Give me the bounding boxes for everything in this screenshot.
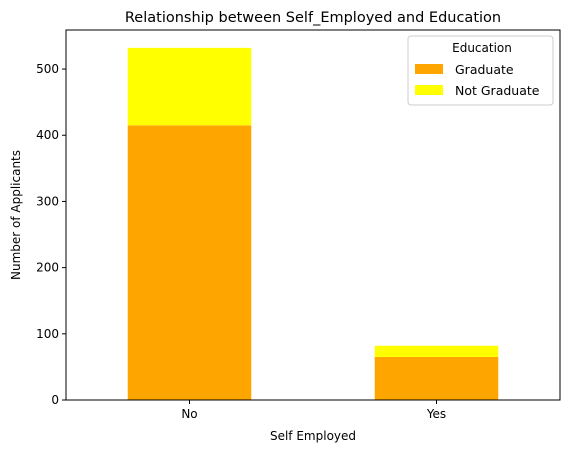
legend-frame xyxy=(407,35,554,106)
x-tick-label: No xyxy=(181,407,197,421)
bars-group xyxy=(127,47,499,401)
x-axis: No Yes xyxy=(181,400,446,421)
x-tick-label: Yes xyxy=(426,407,446,421)
y-axis-label: Number of Applicants xyxy=(9,150,23,280)
legend-swatch xyxy=(415,64,443,74)
bar-no-graduate xyxy=(127,125,252,401)
y-tick-label: 300 xyxy=(36,194,59,208)
x-axis-label: Self Employed xyxy=(270,429,356,443)
plot-frame xyxy=(65,29,561,401)
legend-title: Education xyxy=(452,41,512,55)
y-tick-label: 100 xyxy=(36,327,59,341)
bar-yes-not-graduate xyxy=(374,345,499,357)
legend: Education Graduate Not Graduate xyxy=(407,35,554,106)
y-tick-label: 200 xyxy=(36,261,59,275)
bar-no-not-graduate xyxy=(127,47,252,126)
y-tick-label: 0 xyxy=(51,393,59,407)
legend-swatch xyxy=(415,85,443,95)
bar-yes-graduate xyxy=(374,356,499,400)
y-tick-label: 500 xyxy=(36,62,59,76)
y-axis: 0 100 200 300 400 500 xyxy=(36,62,66,407)
legend-label: Graduate xyxy=(455,62,514,77)
y-tick-label: 400 xyxy=(36,128,59,142)
legend-label: Not Graduate xyxy=(455,83,540,98)
chart-title: Relationship between Self_Employed and E… xyxy=(125,10,501,26)
